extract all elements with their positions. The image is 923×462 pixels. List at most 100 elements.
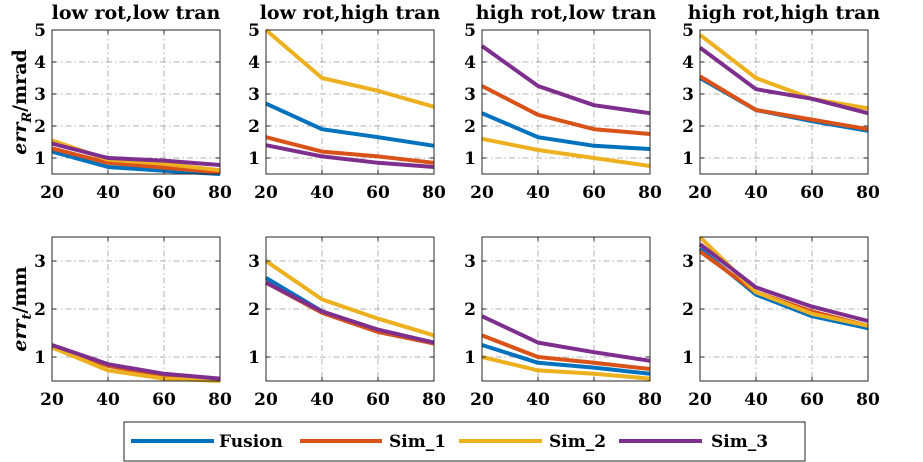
y-tick-label: 3 (464, 252, 476, 272)
y-tick-label: 5 (34, 21, 46, 41)
y-tick-label: 2 (34, 300, 46, 320)
y-tick-label: 4 (248, 53, 260, 73)
axes-box (51, 29, 221, 175)
x-tick-label: 60 (366, 390, 390, 410)
x-tick-label: 20 (470, 390, 494, 410)
x-tick-label: 60 (800, 183, 824, 203)
x-tick-label: 60 (582, 183, 606, 203)
x-tick-label: 80 (208, 183, 232, 203)
x-tick-label: 20 (254, 183, 278, 203)
legend-label-sim1: Sim_1 (389, 432, 446, 452)
series-line-fusion (481, 111, 651, 151)
plot-area (700, 30, 868, 174)
legend-label-sim3: Sim_3 (711, 432, 768, 452)
y-tick-label: 5 (464, 21, 476, 41)
x-tick-label: 80 (422, 183, 446, 203)
y-tick-label: 1 (464, 348, 476, 368)
series-line-sim3 (480, 44, 651, 116)
x-tick-label: 60 (582, 390, 606, 410)
y-tick-label: 1 (682, 348, 694, 368)
x-tick-label: 40 (310, 390, 334, 410)
y-tick-label: 1 (682, 149, 694, 169)
y-tick-label: 2 (34, 117, 46, 137)
x-tick-label: 40 (310, 183, 334, 203)
plot-area (52, 30, 220, 174)
x-tick-label: 60 (152, 183, 176, 203)
series-line-sim2 (481, 136, 651, 168)
panel-6: 20 40 60 80 1 2 3 (248, 236, 446, 410)
x-tick-label: 20 (254, 390, 278, 410)
y-axis-label: errR/mrad (9, 49, 35, 155)
series-line-sim1 (51, 146, 221, 175)
y-tick-label: 5 (682, 21, 694, 41)
x-tick-label: 40 (96, 390, 120, 410)
y-axis-label: errt/mm (9, 266, 35, 351)
x-tick-label: 80 (638, 390, 662, 410)
series-line-fusion (265, 101, 435, 148)
y-tick-label: 2 (248, 117, 260, 137)
legend-label-fusion: Fusion (219, 432, 283, 452)
x-tick-label: 20 (40, 390, 64, 410)
x-tick-label: 40 (744, 183, 768, 203)
series-line-sim2 (698, 33, 869, 111)
x-tick-label: 60 (152, 390, 176, 410)
x-tick-label: 60 (366, 183, 390, 203)
panel-title: low rot,low tran (52, 2, 221, 24)
panel-title: high rot,high tran (688, 2, 881, 24)
y-tick-label: 4 (464, 53, 476, 73)
x-tick-label: 20 (688, 183, 712, 203)
y-tick-label: 1 (464, 149, 476, 169)
y-tick-label: 2 (464, 300, 476, 320)
x-tick-label: 60 (800, 390, 824, 410)
series-line-fusion (51, 149, 221, 176)
panel-8: 20 40 60 80 1 2 3 (682, 235, 880, 410)
series-line-sim3 (51, 141, 221, 167)
y-tick-label: 2 (682, 300, 694, 320)
series-line-fusion (481, 343, 651, 376)
x-tick-label: 40 (96, 183, 120, 203)
axes-box (265, 29, 435, 175)
y-tick-label: 3 (682, 85, 694, 105)
x-tick-label: 40 (744, 390, 768, 410)
series-line-sim3 (481, 314, 651, 363)
y-tick-label: 5 (248, 21, 260, 41)
x-tick-label: 20 (470, 183, 494, 203)
x-tick-label: 20 (40, 183, 64, 203)
y-tick-label: 4 (682, 53, 694, 73)
x-tick-label: 80 (856, 390, 880, 410)
y-tick-label: 3 (34, 85, 46, 105)
series-line-sim1 (698, 74, 869, 132)
panel-title: high rot,low tran (476, 2, 657, 24)
legend: Fusion Sim_1 Sim_2 Sim_3 (123, 421, 806, 462)
y-tick-label: 3 (34, 252, 46, 272)
y-tick-label: 3 (464, 85, 476, 105)
y-tick-label: 3 (248, 252, 260, 272)
panel-7: 20 40 60 80 1 2 3 (464, 236, 662, 410)
y-tick-label: 1 (248, 348, 260, 368)
x-tick-label: 40 (526, 390, 550, 410)
y-tick-label: 2 (682, 117, 694, 137)
series-line-sim3 (698, 242, 869, 323)
series-line-sim1 (481, 333, 651, 371)
y-tick-label: 2 (464, 117, 476, 137)
legend-label-sim2: Sim_2 (549, 432, 606, 452)
x-tick-label: 80 (638, 183, 662, 203)
panel-title: low rot,high tran (260, 2, 441, 24)
axes-box (481, 29, 651, 175)
x-tick-label: 80 (422, 390, 446, 410)
y-tick-label: 3 (682, 252, 694, 272)
x-tick-label: 20 (688, 390, 712, 410)
y-tick-label: 3 (248, 85, 260, 105)
y-tick-label: 1 (248, 149, 260, 169)
x-tick-label: 80 (856, 183, 880, 203)
y-tick-label: 1 (34, 149, 46, 169)
series-line-sim3 (51, 343, 221, 381)
series-line-sim2 (264, 28, 435, 109)
y-tick-label: 1 (34, 348, 46, 368)
series-line-sim2 (51, 345, 221, 383)
panel-1: 20 40 60 80 1 2 3 4 5 low rot,low tran errR/mrad (9, 2, 232, 203)
